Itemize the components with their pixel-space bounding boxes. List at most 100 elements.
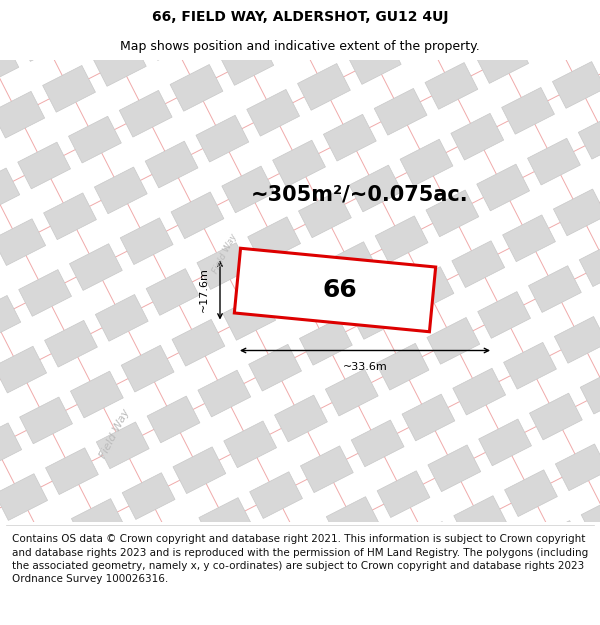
Polygon shape — [579, 240, 600, 286]
Polygon shape — [0, 423, 22, 469]
Polygon shape — [553, 189, 600, 236]
Polygon shape — [374, 89, 427, 135]
Polygon shape — [120, 218, 173, 264]
Polygon shape — [402, 394, 455, 441]
Polygon shape — [0, 296, 21, 342]
Polygon shape — [196, 115, 249, 162]
Polygon shape — [554, 316, 600, 363]
Polygon shape — [301, 446, 353, 493]
Polygon shape — [0, 474, 47, 521]
Polygon shape — [248, 344, 302, 391]
Polygon shape — [275, 522, 328, 569]
Polygon shape — [147, 396, 200, 442]
Polygon shape — [20, 397, 73, 444]
Polygon shape — [427, 318, 480, 364]
Polygon shape — [18, 142, 71, 189]
Polygon shape — [325, 242, 377, 289]
Polygon shape — [44, 321, 97, 367]
Text: Field Way: Field Way — [98, 408, 132, 461]
Polygon shape — [529, 393, 582, 440]
Polygon shape — [275, 395, 328, 442]
Polygon shape — [173, 447, 226, 494]
Polygon shape — [453, 368, 506, 415]
Polygon shape — [426, 190, 479, 237]
Polygon shape — [505, 470, 557, 516]
Polygon shape — [580, 368, 600, 414]
Polygon shape — [452, 241, 505, 288]
Polygon shape — [478, 292, 530, 338]
Polygon shape — [326, 497, 379, 543]
Polygon shape — [530, 521, 583, 568]
Polygon shape — [94, 167, 147, 214]
Polygon shape — [272, 140, 325, 187]
Polygon shape — [454, 496, 506, 542]
Polygon shape — [477, 164, 530, 211]
Text: 66, FIELD WAY, ALDERSHOT, GU12 4UJ: 66, FIELD WAY, ALDERSHOT, GU12 4UJ — [152, 10, 448, 24]
Polygon shape — [0, 168, 20, 215]
Polygon shape — [425, 62, 478, 109]
Polygon shape — [400, 139, 453, 186]
Polygon shape — [479, 419, 532, 466]
Text: ~17.6m: ~17.6m — [199, 268, 209, 312]
Polygon shape — [476, 37, 529, 83]
Polygon shape — [17, 14, 70, 61]
Polygon shape — [71, 499, 124, 546]
Polygon shape — [46, 448, 98, 494]
Polygon shape — [349, 38, 401, 84]
Polygon shape — [222, 166, 275, 212]
Polygon shape — [172, 319, 225, 366]
Polygon shape — [553, 62, 600, 108]
Polygon shape — [0, 41, 19, 88]
Polygon shape — [377, 471, 430, 518]
Polygon shape — [503, 342, 556, 389]
Polygon shape — [146, 269, 199, 316]
Polygon shape — [119, 91, 172, 137]
Polygon shape — [144, 14, 197, 61]
Polygon shape — [43, 66, 95, 112]
Polygon shape — [298, 191, 352, 238]
Polygon shape — [250, 472, 302, 519]
Polygon shape — [19, 269, 71, 316]
Polygon shape — [527, 11, 580, 58]
Polygon shape — [451, 113, 503, 160]
Polygon shape — [248, 217, 301, 264]
Polygon shape — [235, 248, 436, 332]
Text: ~33.6m: ~33.6m — [343, 361, 388, 371]
Polygon shape — [198, 370, 251, 417]
Text: Contains OS data © Crown copyright and database right 2021. This information is : Contains OS data © Crown copyright and d… — [12, 534, 588, 584]
Polygon shape — [527, 138, 580, 185]
Polygon shape — [68, 116, 121, 163]
Polygon shape — [221, 39, 274, 86]
Polygon shape — [274, 268, 326, 314]
Polygon shape — [97, 422, 149, 469]
Polygon shape — [0, 219, 46, 266]
Polygon shape — [399, 12, 452, 59]
Polygon shape — [94, 39, 146, 86]
Polygon shape — [223, 294, 275, 340]
Polygon shape — [247, 89, 299, 136]
Polygon shape — [376, 343, 429, 390]
Polygon shape — [349, 165, 402, 212]
Text: Map shows position and indicative extent of the property.: Map shows position and indicative extent… — [120, 40, 480, 53]
Polygon shape — [428, 445, 481, 492]
Polygon shape — [581, 495, 600, 541]
Polygon shape — [44, 193, 97, 239]
Polygon shape — [272, 12, 325, 59]
Polygon shape — [0, 346, 47, 393]
Polygon shape — [298, 64, 350, 110]
Polygon shape — [323, 114, 376, 161]
Polygon shape — [350, 292, 403, 339]
Polygon shape — [170, 64, 223, 111]
Polygon shape — [70, 371, 123, 418]
Text: Field Way: Field Way — [211, 232, 239, 276]
Polygon shape — [224, 421, 277, 468]
Polygon shape — [121, 345, 174, 392]
Polygon shape — [20, 524, 73, 571]
Polygon shape — [529, 266, 581, 312]
Polygon shape — [403, 522, 456, 568]
Polygon shape — [556, 444, 600, 491]
Polygon shape — [122, 472, 175, 519]
Polygon shape — [95, 294, 148, 341]
Polygon shape — [70, 244, 122, 291]
Polygon shape — [351, 420, 404, 467]
